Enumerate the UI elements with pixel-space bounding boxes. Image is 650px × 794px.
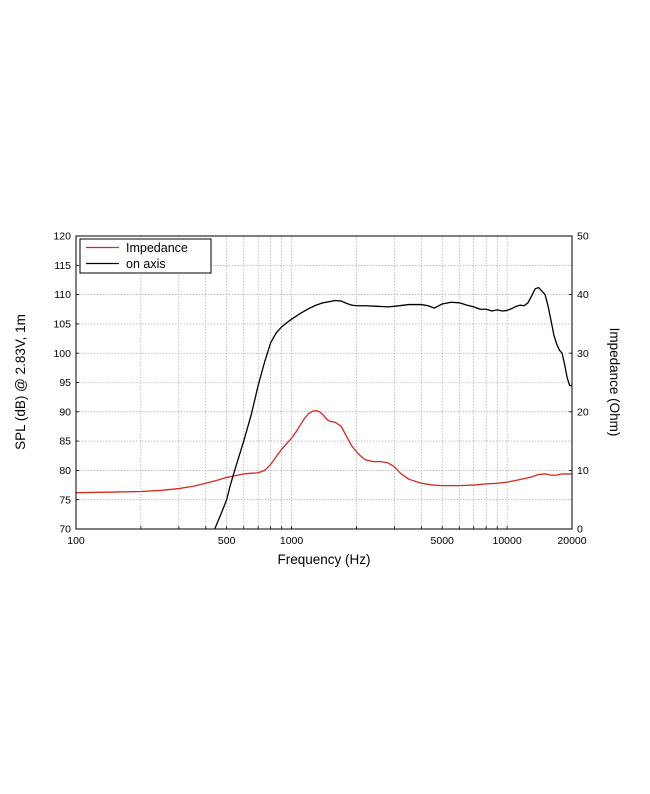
y-right-tick-label: 30 [577,348,589,360]
legend: Impedance on axis [79,238,212,274]
y-left-tick-label: 75 [59,494,71,506]
y-left-tick-label: 85 [59,436,71,448]
y-left-tick-label: 120 [53,231,71,243]
y-left-tick-label: 115 [54,260,71,272]
y-axis-right-title: Impedance (Ohm) [607,328,622,437]
x-tick-label: 100 [67,535,85,547]
tick-marks [76,235,572,530]
x-tick-label: 10000 [493,535,522,547]
x-tick-label: 500 [218,535,236,547]
y-left-tick-label: 105 [53,319,71,331]
y-axis-left-title: SPL (dB) @ 2.83V, 1m [13,314,28,450]
x-tick-label: 1000 [280,535,304,547]
y-right-tick-label: 40 [577,289,589,301]
series-line-on-axis [214,286,572,529]
y-left-tick-label: 110 [54,289,71,301]
grid-lines [76,236,572,529]
series-line-impedance [76,409,572,494]
legend-label-impedance: Impedance [126,241,188,255]
y-right-tick-label: 10 [577,465,589,477]
y-left-tick-label: 70 [59,524,71,536]
y-right-tick-label: 0 [577,524,583,536]
series-layer [76,286,572,529]
y-left-tick-label: 95 [59,377,71,389]
x-tick-label: 5000 [431,535,455,547]
y-right-tick-label: 20 [577,406,589,418]
y-right-tick-label: 50 [577,231,589,243]
x-tick-label: 20000 [557,535,586,547]
y-left-tick-label: 80 [59,465,71,477]
y-left-tick-label: 90 [59,406,71,418]
plot-area [76,236,572,529]
tick-labels: 70 75 80 85 90 95 100 105 110 115 120 0 10 20 30 40 50 10… [53,231,588,547]
legend-label-on-axis: on axis [126,257,166,271]
x-axis-title: Frequency (Hz) [277,552,370,567]
legend-box [79,238,212,274]
y-left-tick-label: 100 [53,348,71,360]
